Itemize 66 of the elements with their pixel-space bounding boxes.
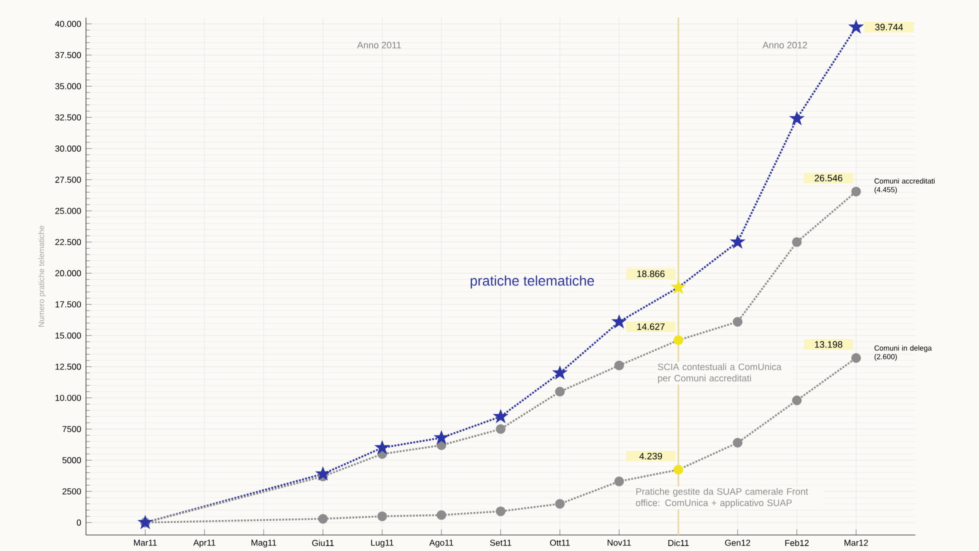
point	[792, 237, 802, 247]
annotation: Anno 2011	[357, 42, 401, 48]
x-tick-label: Ago11	[429, 540, 454, 548]
data-label: 39.744	[875, 24, 903, 30]
y-tick-label: 32.500	[55, 114, 81, 120]
y-tick-label: 40.000	[55, 20, 81, 27]
x-tick-label: Mar12	[844, 540, 868, 546]
point	[555, 498, 565, 509]
point	[790, 112, 804, 124]
point	[435, 432, 448, 444]
y-tick-label: 0	[76, 519, 81, 526]
point	[731, 236, 744, 248]
point	[496, 506, 506, 516]
point	[436, 510, 446, 520]
x-tick-label: Mag11	[252, 540, 276, 548]
point	[792, 396, 802, 406]
point	[554, 366, 566, 378]
point	[851, 186, 861, 196]
x-tick-label: Gen12	[725, 540, 750, 546]
x-tick-label: Giu11	[312, 540, 334, 546]
y-tick-label: 22.500	[55, 239, 81, 246]
point	[851, 353, 861, 363]
y-tick-label: 10.000	[56, 394, 81, 401]
point	[674, 464, 684, 475]
x-tick-label: Ott11	[550, 540, 570, 546]
x-tick-label: Lug11	[371, 540, 394, 548]
x-tick-label: Mar11	[134, 540, 157, 546]
x-tick-label: Set11	[490, 540, 512, 546]
y-tick-label: 5000	[62, 457, 81, 464]
point	[377, 511, 388, 522]
series-label: SCIA contestuali a ComUnica per Comuni accreditati	[658, 363, 782, 384]
data-label: 4.239	[639, 452, 662, 460]
y-tick-label: 37.500	[55, 52, 81, 58]
y-tick-label: 17.500	[56, 301, 81, 308]
point	[614, 476, 624, 486]
x-tick-label: Apr11	[193, 540, 216, 548]
y-tick-label: 25.000	[55, 208, 81, 214]
point	[850, 21, 862, 32]
point	[732, 438, 742, 448]
data-label: 14.627	[637, 323, 665, 330]
annotation: Anno 2012	[762, 42, 808, 48]
y-tick-label: 35.000	[55, 83, 81, 90]
point	[614, 360, 624, 370]
y-tick-label: 12.500	[56, 364, 81, 370]
data-label: 13.198	[815, 341, 842, 348]
y-tick-label: 20.000	[55, 270, 81, 276]
y-tick-label: 7500	[62, 426, 81, 432]
y-tick-label: 30.000	[55, 146, 81, 152]
series-label: Pratiche gestite da SUAP camerale Front office: ComUnica + applicativo SUAP	[636, 488, 808, 508]
y-tick-label: 2500	[62, 488, 81, 494]
point	[496, 424, 506, 434]
x-tick-label: Nov11	[608, 540, 631, 546]
point	[612, 316, 626, 328]
point	[672, 281, 685, 293]
point	[674, 335, 684, 346]
y-tick-label: 27.500	[55, 176, 81, 183]
data-label: 26.546	[814, 174, 842, 182]
x-tick-label: Dic11	[668, 540, 689, 546]
point	[555, 386, 565, 396]
data-label: 18.866	[637, 270, 665, 278]
text: pratiche telematiche	[470, 275, 594, 288]
point	[316, 468, 330, 480]
y-tick-label: 15.000	[56, 332, 81, 339]
point	[732, 316, 742, 327]
x-tick-label: Feb12	[785, 540, 809, 546]
point	[318, 514, 328, 524]
